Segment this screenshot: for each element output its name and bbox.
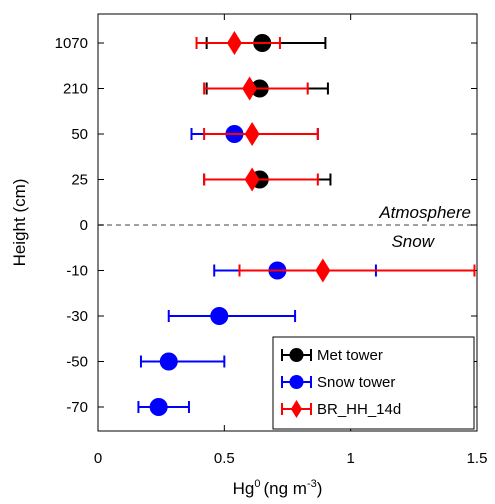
x-axis-title-units: (ng m [263,479,306,498]
legend-item-snow-tower: Snow tower [281,374,395,391]
data-point [244,122,260,146]
y-tick-label: -10 [66,263,88,280]
legend-label: Met tower [317,347,383,364]
x-axis: 0 0.5 1 1.5 [94,14,488,467]
y-tick-label: 25 [71,172,88,189]
y-tick-label: 1070 [55,35,88,52]
data-point [244,167,260,192]
x-axis-title-units-exp: -3 [307,478,317,490]
y-axis-title: Height (cm) [10,179,29,267]
error-bar [139,355,226,368]
plot-frame [97,13,478,432]
annotation-snow: Snow [391,232,435,251]
legend-item-met-tower: Met tower [281,347,383,364]
legend-label: Snow tower [317,374,395,391]
data-point [315,258,331,283]
y-tick-label: -70 [66,399,88,416]
data-point [210,307,229,325]
legend-label: BR_HH_14d [317,401,401,418]
legend: Met tower Snow tower BR_HH_14d [272,336,475,430]
x-axis-title-superscript: 0 [254,478,260,490]
plot-area-border [97,13,478,432]
error-bar [203,128,319,140]
x-tick-label: 0.5 [214,450,235,467]
data-point [227,31,242,55]
data-point [242,76,258,101]
legend-marker [289,348,304,362]
y-tick-label: 50 [71,126,88,143]
y-tick-label: -30 [66,308,88,325]
y-axis: 1070 210 50 25 0 -10 -30 -50 -70 [55,35,477,416]
legend-item-br-hh-14d: BR_HH_14d [281,400,401,418]
x-tick-label: 1 [346,450,354,467]
error-bar [203,173,319,186]
series-br-hh-14d [195,31,476,283]
annotation-atmosphere: Atmosphere [378,203,471,222]
x-axis-title: Hg0 (ng m-3) [233,478,323,498]
y-tick-label: -50 [66,354,88,371]
x-axis-title-units-close: ) [317,479,323,498]
x-axis-title-base: Hg [233,479,255,498]
legend-marker [290,400,303,418]
series-met-tower [203,34,332,189]
error-bar [238,264,476,277]
y-tick-label: 210 [63,81,88,98]
y-tick-label: 0 [80,217,88,234]
series-layer [137,31,476,416]
data-point [159,352,178,371]
x-tick-label: 1.5 [467,450,488,467]
data-point [149,398,168,416]
x-tick-label: 0 [94,450,102,467]
error-bar [167,310,297,322]
legend-marker [289,375,304,389]
